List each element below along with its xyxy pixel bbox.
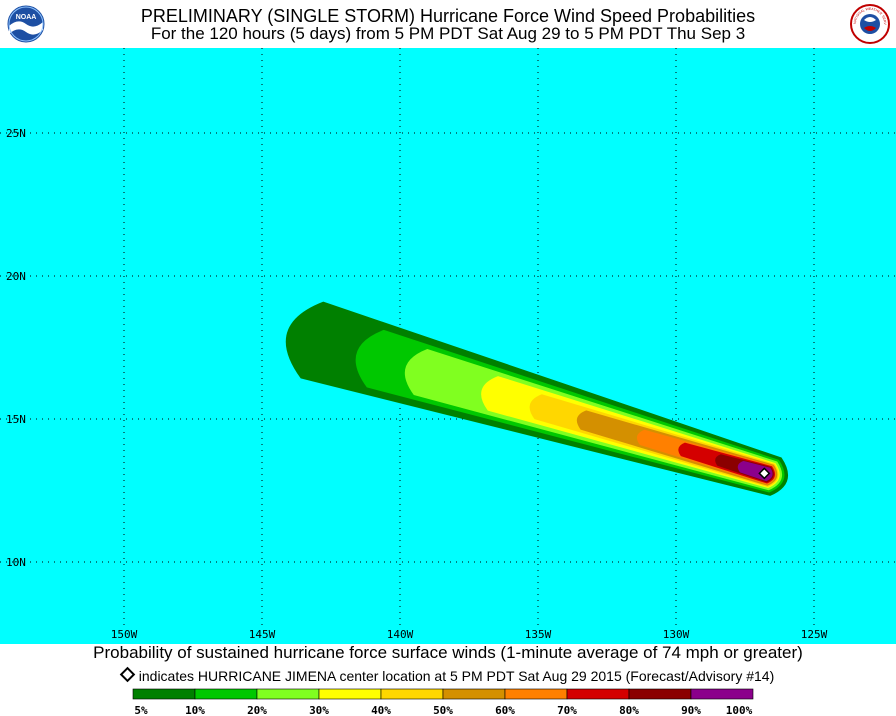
probability-legend: 5% 10% 20% 30% 40% 50% 60% 70% 80% 90% 100% — [132, 688, 754, 716]
probability-map: 150W 145W 140W 135W 130W 125W 25N 20N 15N 10N — [0, 48, 896, 644]
lat-label: 25N — [6, 127, 26, 140]
marker-note-text: indicates HURRICANE JIMENA center locati… — [138, 668, 775, 684]
lat-label: 10N — [6, 556, 26, 569]
legend-swatch — [442, 688, 506, 700]
legend-swatch — [318, 688, 382, 700]
lon-label: 135W — [525, 628, 552, 641]
nws-logo: NATIONAL WEATHER SERVICE — [850, 4, 890, 44]
page-subtitle: For the 120 hours (5 days) from 5 PM PDT… — [150, 24, 746, 43]
legend-label: 30% — [309, 704, 329, 716]
lon-label: 140W — [387, 628, 414, 641]
legend-swatch — [256, 688, 320, 700]
graticule — [0, 48, 896, 628]
storm-center-diamond — [758, 467, 771, 480]
legend-label: 80% — [619, 704, 639, 716]
lon-label: 130W — [663, 628, 690, 641]
legend-swatch — [194, 688, 258, 700]
legend-swatch — [690, 688, 754, 700]
noaa-logo-text: NOAA — [16, 14, 37, 21]
legend-label: 5% — [134, 704, 148, 716]
map-caption: Probability of sustained hurricane force… — [93, 643, 803, 662]
storm-center-icon — [119, 666, 136, 683]
lat-label: 15N — [6, 413, 26, 426]
legend-swatch — [132, 688, 196, 700]
probability-contours — [285, 301, 789, 496]
lon-label: 150W — [111, 628, 138, 641]
legend-label: 90% — [681, 704, 701, 716]
legend-label: 60% — [495, 704, 515, 716]
legend-end-label: 100% — [726, 704, 753, 716]
legend-label: 70% — [557, 704, 577, 716]
legend-label: 20% — [247, 704, 267, 716]
noaa-logo: NOAA — [6, 4, 46, 44]
marker-note: indicates HURRICANE JIMENA center locati… — [0, 666, 896, 684]
lon-label: 145W — [249, 628, 276, 641]
storm-center-marker — [758, 467, 771, 480]
legend-swatch — [628, 688, 692, 700]
legend-label: 50% — [433, 704, 453, 716]
legend-label: 10% — [185, 704, 205, 716]
axis-labels: 150W 145W 140W 135W 130W 125W 25N 20N 15N 10N — [6, 127, 828, 641]
legend-label: 40% — [371, 704, 391, 716]
legend-swatch — [566, 688, 630, 700]
legend-swatch — [380, 688, 444, 700]
lon-label: 125W — [801, 628, 828, 641]
lat-label: 20N — [6, 270, 26, 283]
legend-swatch — [504, 688, 568, 700]
page-title: PRELIMINARY (SINGLE STORM) Hurricane For… — [140, 6, 756, 26]
